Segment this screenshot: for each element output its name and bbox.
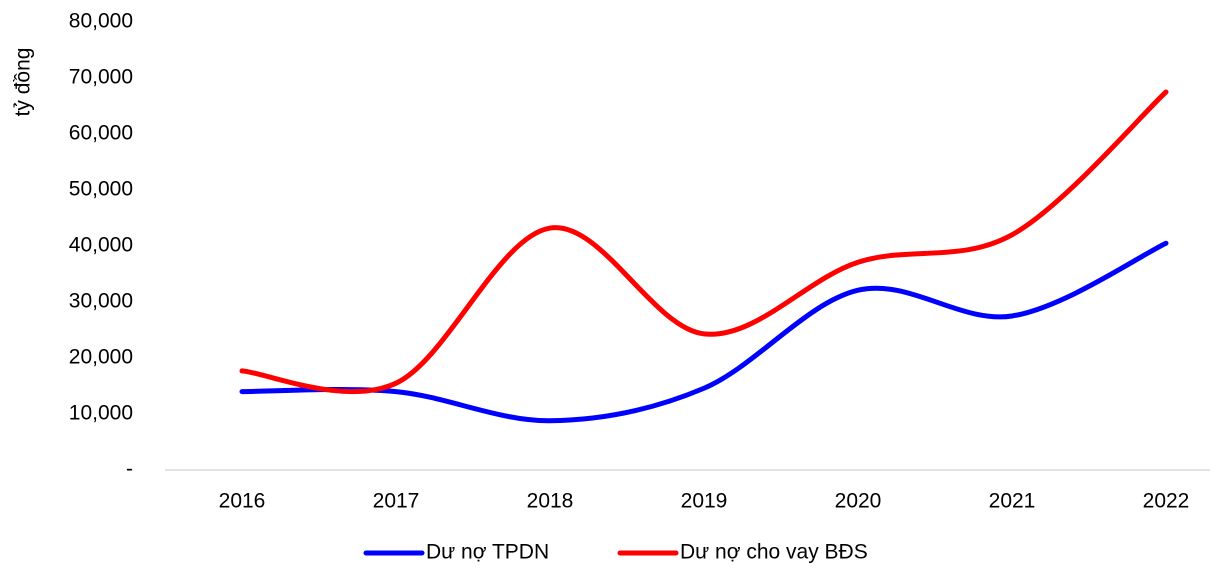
x-tick-label: 2021 xyxy=(989,490,1036,513)
y-tick-label: 10,000 xyxy=(69,402,133,425)
x-tick-label: 2020 xyxy=(835,490,882,513)
x-tick-label: 2017 xyxy=(373,490,420,513)
y-axis-label: tỷ đồng xyxy=(12,48,35,117)
line xyxy=(239,240,1169,424)
x-tick-label: 2016 xyxy=(219,490,266,513)
legend-label: Dư nợ TPDN xyxy=(426,541,549,564)
y-tick-label: 40,000 xyxy=(69,234,133,257)
y-tick-label: 50,000 xyxy=(69,178,133,201)
x-tick-label: 2018 xyxy=(527,490,574,513)
y-tick-label: 70,000 xyxy=(69,66,133,89)
line xyxy=(239,89,1169,395)
y-tick-label: 60,000 xyxy=(69,122,133,145)
y-tick-label: - xyxy=(126,458,133,481)
y-tick-label: 30,000 xyxy=(69,290,133,313)
x-tick-label: 2022 xyxy=(1143,490,1190,513)
x-tick-label: 2019 xyxy=(681,490,728,513)
legend-label: Dư nợ cho vay BĐS xyxy=(680,541,868,564)
y-tick-label: 80,000 xyxy=(69,10,133,33)
y-tick-label: 20,000 xyxy=(69,346,133,369)
